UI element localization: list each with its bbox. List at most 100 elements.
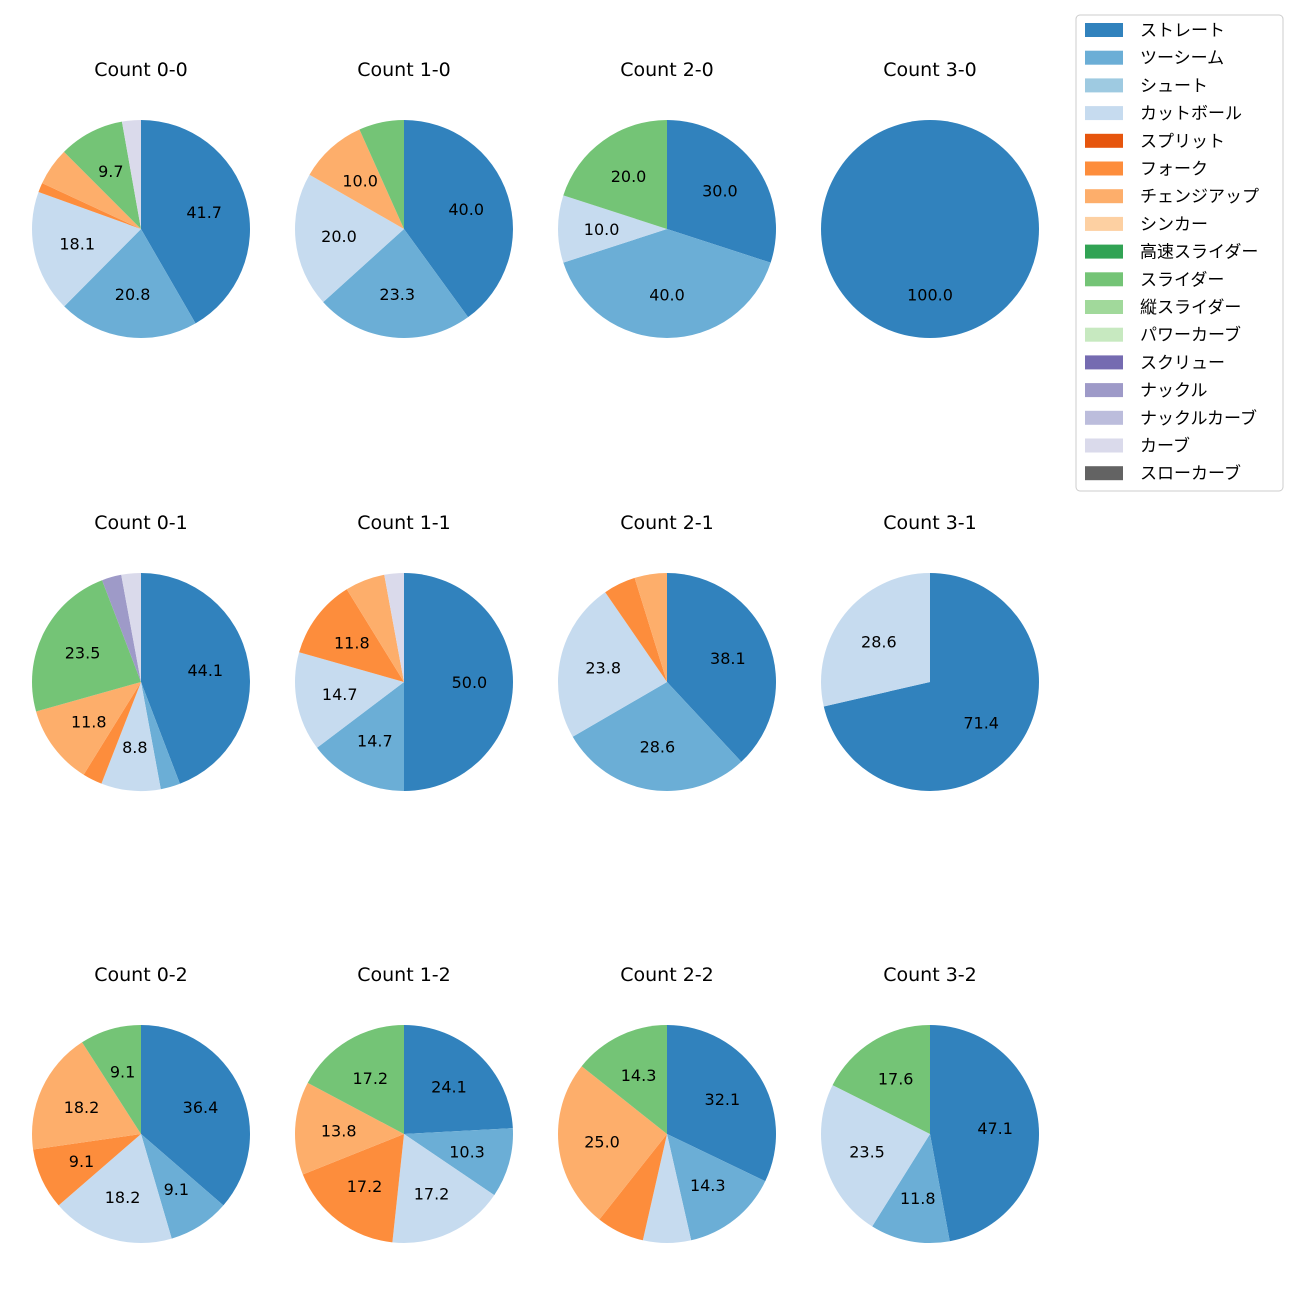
legend-item: スローカーブ [1085, 463, 1241, 484]
legend-label: 縦スライダー [1140, 298, 1241, 318]
pie-count-1-1: Count 1-1 50.0 14.7 14.7 11.8 [295, 512, 513, 791]
slice-label: 9.1 [110, 1062, 135, 1081]
pie-count-3-1: Count 3-1 71.4 28.6 [821, 512, 1040, 791]
pie-slice [404, 120, 513, 318]
pies-group: Count 0-0 41.7 20.8 18.1 9.7 Count 1-0 40.0 23.… [31, 59, 1040, 1244]
legend-swatch [1085, 383, 1123, 398]
pie-slice [63, 121, 141, 229]
legend-label: ストレート [1140, 21, 1225, 41]
pie-slice [101, 682, 161, 792]
legend-label: パワーカーブ [1140, 325, 1241, 346]
pie-slice [404, 1128, 513, 1196]
slice-label: 47.1 [977, 1119, 1013, 1138]
pie-slice [295, 174, 404, 303]
slice-label: 9.7 [98, 162, 123, 181]
slice-label: 36.4 [183, 1098, 219, 1117]
pie-slice [299, 589, 404, 682]
slice-label: 28.6 [861, 632, 897, 651]
pie-slice [667, 573, 777, 762]
pie-slice [36, 682, 142, 775]
legend-swatch [1085, 355, 1123, 370]
pie-title: Count 0-0 [94, 59, 188, 81]
slice-label: 17.2 [347, 1177, 383, 1196]
pie-slice [557, 1066, 667, 1220]
legend-label: ナックル [1140, 381, 1208, 401]
legend-label: ツーシーム [1140, 49, 1224, 69]
pie-title: Count 0-2 [94, 964, 188, 986]
pie-slice [141, 682, 180, 790]
pie-slice [31, 580, 141, 712]
pie-slice [572, 682, 742, 792]
pie-slice [557, 195, 667, 263]
slice-label: 14.3 [621, 1066, 657, 1085]
pie-title: Count 1-1 [357, 512, 451, 534]
legend-item: スクリュー [1085, 353, 1225, 373]
slice-label: 25.0 [584, 1132, 620, 1151]
pie-slice [295, 652, 404, 748]
legend-swatch [1085, 133, 1123, 148]
pie-slice [323, 229, 469, 338]
pie-title: Count 2-2 [620, 964, 714, 986]
slice-label: 18.2 [105, 1188, 141, 1207]
slice-label: 40.0 [448, 200, 484, 219]
pie-slice [605, 577, 667, 682]
slice-label: 32.1 [705, 1090, 741, 1109]
pie-slice [558, 592, 667, 737]
slice-label: 10.0 [342, 171, 378, 190]
legend-item: フォーク [1085, 160, 1208, 180]
pie-slice [821, 573, 930, 707]
legend-swatch [1085, 189, 1123, 204]
legend-item: ストレート [1085, 21, 1225, 41]
pie-slice [930, 1025, 1040, 1242]
pie-slice [872, 1134, 950, 1244]
pie-slice [599, 1134, 667, 1241]
pie-slice [346, 574, 404, 682]
slice-label: 11.8 [900, 1189, 936, 1208]
legend-swatch [1085, 272, 1123, 287]
legend-label: カットボール [1140, 104, 1242, 124]
pie-count-1-2: Count 1-2 24.1 10.3 17.2 17.2 13.8 17.2 [294, 964, 513, 1244]
pie-count-0-1: Count 0-1 44.1 8.8 11.8 23.5 [31, 512, 250, 792]
legend-label: シュート [1140, 76, 1208, 96]
pie-slice [64, 229, 196, 339]
legend-swatch [1085, 161, 1123, 176]
legend-swatch [1085, 327, 1123, 342]
slice-label: 18.2 [64, 1098, 100, 1117]
legend-label: スクリュー [1140, 353, 1225, 373]
slice-label: 23.3 [379, 285, 415, 304]
legend-label: フォーク [1140, 160, 1208, 180]
legend-item: ナックル [1085, 381, 1208, 401]
pie-slice [121, 573, 141, 682]
pie-slice [667, 1025, 777, 1182]
pie-slice [42, 151, 141, 229]
legend-item: スプリット [1085, 132, 1225, 152]
legend-item: 縦スライダー [1085, 298, 1241, 318]
pie-count-2-1: Count 2-1 38.1 28.6 23.8 [558, 512, 777, 792]
slice-label: 38.1 [710, 649, 746, 668]
pie-title: Count 0-1 [94, 512, 188, 534]
slice-label: 18.1 [59, 234, 95, 253]
legend-label: シンカー [1140, 215, 1208, 235]
legend-item: スライダー [1085, 270, 1224, 290]
pie-title: Count 3-0 [883, 59, 977, 81]
pie-title: Count 2-0 [620, 59, 714, 81]
pie-count-0-0: Count 0-0 41.7 20.8 18.1 9.7 [31, 59, 251, 339]
legend-label: スローカーブ [1140, 463, 1241, 484]
pie-slice [294, 1082, 404, 1175]
legend-item: ナックルカーブ [1085, 408, 1257, 429]
pie-count-0-2: Count 0-2 36.4 9.1 18.2 9.1 18.2 9.1 [32, 964, 251, 1243]
pie-slice [820, 1085, 930, 1227]
slice-label: 14.3 [690, 1176, 726, 1195]
legend-swatch [1085, 438, 1123, 453]
pie-title: Count 3-2 [883, 964, 977, 986]
slice-label: 28.6 [640, 738, 676, 757]
legend-item: シュート [1085, 76, 1208, 96]
pie-slice [141, 573, 250, 784]
pie-slice [392, 1134, 495, 1244]
pie-slice [384, 573, 404, 682]
slice-label: 30.0 [702, 182, 738, 201]
pie-slice [33, 1134, 141, 1206]
legend-swatch [1085, 410, 1123, 425]
legend-label: チェンジアップ [1140, 187, 1259, 207]
